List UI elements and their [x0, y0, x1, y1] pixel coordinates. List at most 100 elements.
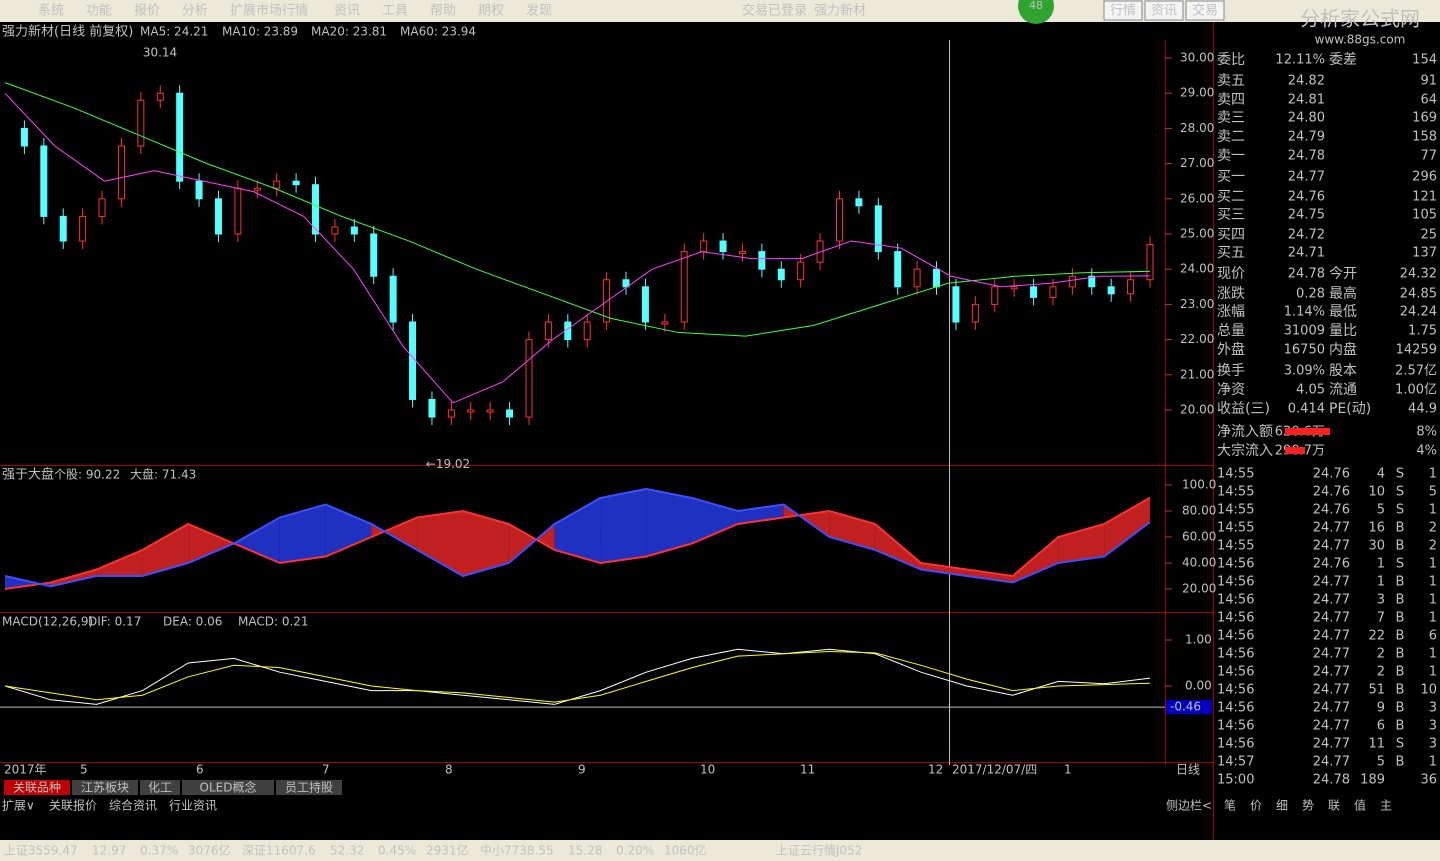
candle — [40, 145, 48, 217]
candle — [641, 286, 649, 323]
book-label: 卖一 — [1217, 148, 1245, 164]
menu-item[interactable]: 分析 — [182, 4, 208, 19]
trade-count: 5 — [1429, 485, 1437, 500]
strength-area — [646, 488, 692, 557]
book-label: 量比 — [1329, 323, 1357, 339]
subtab[interactable]: 综合资讯 — [109, 798, 157, 813]
indicator: MA60: 23.94 — [400, 25, 476, 39]
book-value: 105 — [1412, 208, 1437, 223]
legend: DIF: 0.17 — [88, 615, 141, 629]
subtab[interactable]: 关联报价 — [49, 798, 97, 813]
candle — [1107, 286, 1115, 295]
trade-count: 3 — [1429, 719, 1437, 734]
book-value: 24.81 — [1288, 93, 1325, 108]
y-tick-label: 20.00 — [1182, 582, 1216, 596]
candle — [583, 321, 591, 341]
trade-price: 24.77 — [1313, 719, 1350, 734]
book-value: 24.75 — [1288, 208, 1325, 223]
strength-area — [1058, 524, 1105, 563]
trade-count: 1 — [1429, 467, 1437, 482]
candle — [758, 251, 766, 270]
book-value: 24.32 — [1400, 267, 1437, 282]
trade-side: B — [1396, 755, 1405, 770]
tab-label[interactable]: 江苏板块 — [81, 781, 129, 795]
strength-line — [4, 496, 1151, 590]
book-label: PE(动) — [1329, 401, 1371, 417]
candle — [874, 205, 882, 253]
menu-item[interactable]: 功能 — [86, 4, 112, 19]
trade-time: 14:56 — [1217, 719, 1254, 734]
trade-time: 14:55 — [1217, 485, 1254, 500]
index-field: 上证 — [4, 844, 28, 858]
candle — [1127, 279, 1135, 295]
book-value: 137 — [1412, 246, 1437, 261]
book-label: 委比 — [1217, 52, 1245, 68]
trade-count: 10 — [1420, 683, 1437, 698]
toolbar-button[interactable]: 行情 — [1110, 4, 1136, 19]
trade-volume: 2 — [1377, 647, 1385, 662]
side-tab[interactable]: 笔 — [1224, 798, 1236, 813]
book-value: 0.28 — [1296, 287, 1325, 302]
tab-label[interactable]: 员工持股 — [285, 780, 333, 795]
side-tab[interactable]: 主 — [1380, 799, 1392, 813]
menu-item[interactable]: 资讯 — [334, 4, 360, 19]
menu-item[interactable]: 帮助 — [430, 4, 456, 19]
trade-count: 1 — [1429, 593, 1437, 608]
candle — [467, 409, 475, 413]
y-tick-label: 24.00 — [1180, 262, 1214, 276]
y-tick-label: 22.00 — [1180, 332, 1214, 346]
indicator: MA20: 23.81 — [311, 25, 387, 39]
menu-item[interactable]: 系统 — [38, 4, 64, 19]
subtab[interactable]: 扩展∨ — [2, 799, 35, 813]
tab — [140, 780, 180, 795]
menu-item[interactable]: 扩展市场行情 — [230, 3, 308, 19]
candle — [98, 198, 106, 217]
trade-volume: 1 — [1377, 575, 1385, 590]
login-status: 交易已登录 — [742, 3, 807, 19]
candle — [797, 261, 805, 281]
trade-time: 15:00 — [1217, 773, 1254, 788]
trade-volume: 5 — [1377, 755, 1385, 770]
book-value: 12.11% — [1275, 53, 1325, 68]
menu-item[interactable]: 报价 — [134, 4, 160, 19]
side-tab[interactable]: 细 — [1276, 799, 1288, 813]
macd-line — [4, 650, 1151, 703]
trade-price: 24.77 — [1313, 665, 1350, 680]
candle — [719, 240, 727, 253]
tab-label[interactable]: OLED概念 — [200, 780, 257, 795]
candle — [156, 92, 164, 101]
tab-label[interactable]: 化工 — [148, 781, 172, 795]
y-tick-label: 40.00 — [1182, 556, 1216, 570]
trade-time: 14:56 — [1217, 665, 1254, 680]
trade-price: 24.77 — [1313, 737, 1350, 752]
trade-time: 14:55 — [1217, 467, 1254, 482]
toolbar-button[interactable]: 资讯 — [1151, 4, 1177, 19]
candle — [680, 251, 688, 323]
book-value: 158 — [1412, 130, 1437, 145]
trade-volume: 22 — [1368, 629, 1385, 644]
trade-volume: 7 — [1377, 611, 1385, 626]
menu-item[interactable]: 发现 — [526, 3, 552, 19]
side-tab[interactable]: 侧边栏< — [1166, 798, 1212, 813]
pane-divider — [0, 612, 1213, 613]
book-value: 24.77 — [1288, 170, 1325, 185]
menu-item[interactable]: 工具 — [382, 4, 408, 19]
panel-divider — [1213, 22, 1214, 840]
trade-side: S — [1396, 503, 1404, 518]
pane-divider — [0, 762, 1213, 763]
side-tab[interactable]: 联 — [1328, 799, 1340, 813]
trade-side: B — [1396, 593, 1405, 608]
side-tab[interactable]: 势 — [1302, 799, 1314, 813]
trade-price: 24.77 — [1313, 539, 1350, 554]
side-tab[interactable]: 值 — [1354, 798, 1366, 813]
side-tab[interactable]: 价 — [1250, 799, 1262, 813]
trade-time: 14:56 — [1217, 701, 1254, 716]
tab-label[interactable]: 关联品种 — [13, 781, 61, 795]
strength-line — [4, 487, 1151, 588]
strength-area — [371, 517, 418, 550]
marker-box — [1166, 700, 1212, 715]
toolbar-button[interactable]: 交易 — [1192, 3, 1218, 19]
date-label: 10 — [700, 763, 715, 777]
subtab[interactable]: 行业资讯 — [169, 799, 217, 813]
menu-item[interactable]: 期权 — [478, 3, 504, 19]
